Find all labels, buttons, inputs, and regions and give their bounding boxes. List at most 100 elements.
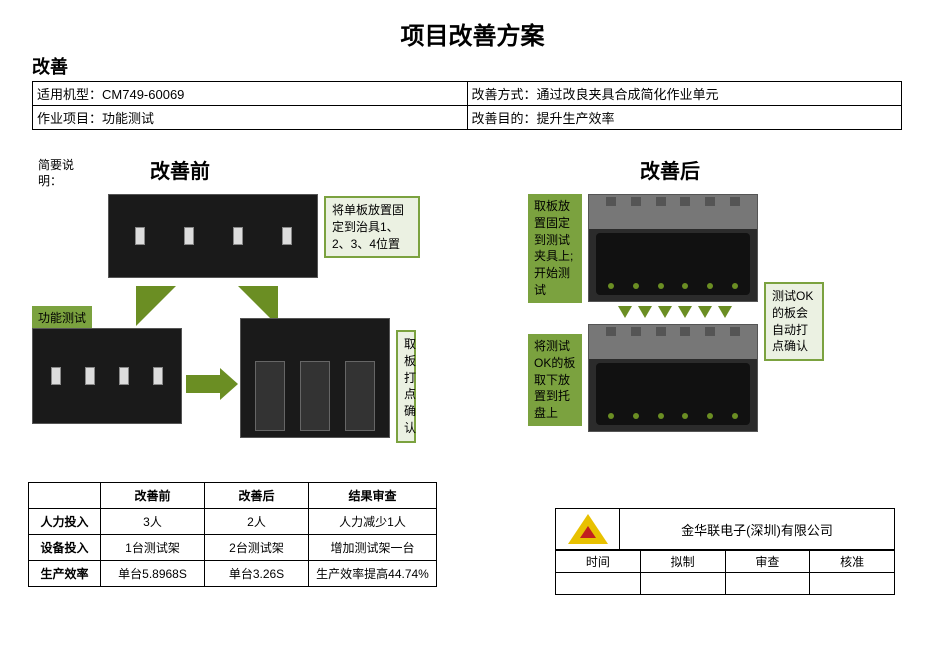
clip-icon [680, 327, 690, 336]
cmp-cell: 增加测试架一台 [309, 535, 437, 561]
arrow-down-icon [678, 306, 692, 318]
board-icon [345, 361, 375, 431]
photo-inner [115, 201, 311, 271]
clips-row [599, 327, 747, 336]
cmp-row-label: 设备投入 [29, 535, 101, 561]
after-caption-bottom-left: 将测试OK的板取下放置到托盘上 [528, 334, 582, 426]
table-row: 设备投入 1台测试架 2台测试架 增加测试架一台 [29, 535, 437, 561]
device-body-icon [596, 233, 751, 294]
meta-value: CM749-60069 [102, 87, 184, 102]
clip-icon [631, 327, 641, 336]
signoff-block: 金华联电子(深圳)有限公司 时间 拟制 审查 核准 [555, 508, 895, 595]
after-device-bottom [588, 324, 758, 432]
arrow-down-icon [698, 306, 712, 318]
clip-icon [656, 197, 666, 206]
sign-cell [725, 573, 810, 595]
arrow-down-icon [618, 306, 632, 318]
before-photo-bottom-right [240, 318, 390, 438]
meta-value: 提升生产效率 [537, 111, 615, 126]
arrow-down-icon [658, 306, 672, 318]
fixture-slot-icon [51, 367, 61, 385]
signoff-table: 时间 拟制 审查 核准 [555, 550, 895, 595]
clip-icon [631, 197, 641, 206]
cmp-header-result: 结果审查 [309, 483, 437, 509]
meta-cell: 适用机型：CM749-60069 [33, 82, 468, 106]
clip-icon [705, 327, 715, 336]
table-row: 生产效率 单台5.8968S 单台3.26S 生产效率提高44.74% [29, 561, 437, 587]
fixture-slot-icon [153, 367, 163, 385]
cmp-header-blank [29, 483, 101, 509]
sign-cell [810, 573, 895, 595]
company-logo-cell [556, 509, 620, 549]
sign-cell [556, 573, 641, 595]
fixture-slot-icon [184, 227, 194, 245]
table-row [556, 573, 895, 595]
before-caption-right: 取板打点确认 [396, 330, 416, 443]
clip-icon [680, 197, 690, 206]
down-arrows-row [618, 306, 732, 318]
photo-inner [39, 335, 175, 417]
cmp-header-after: 改善后 [205, 483, 309, 509]
sign-header: 审查 [725, 551, 810, 573]
cmp-cell: 单台3.26S [205, 561, 309, 587]
sign-header: 核准 [810, 551, 895, 573]
section-label: 改善 [32, 53, 917, 79]
brief-note-label: 简要说明： [38, 158, 82, 189]
meta-label: 改善方式： [472, 87, 537, 102]
company-row: 金华联电子(深圳)有限公司 [555, 508, 895, 550]
heading-after: 改善后 [640, 155, 700, 184]
led-row [608, 413, 738, 419]
fixture-slot-icon [282, 227, 292, 245]
cmp-cell: 单台5.8968S [101, 561, 205, 587]
comparison-table: 改善前 改善后 结果审查 人力投入 3人 2人 人力减少1人 设备投入 1台测试… [28, 482, 437, 587]
arrow-down-icon [718, 306, 732, 318]
table-row: 时间 拟制 审查 核准 [556, 551, 895, 573]
meta-cell: 改善方式：通过改良夹具合成简化作业单元 [467, 82, 902, 106]
arrow-down-left-icon [136, 286, 176, 326]
led-row [608, 283, 738, 289]
clip-icon [705, 197, 715, 206]
fixture-slot-icon [135, 227, 145, 245]
arrow-right-icon [186, 368, 238, 400]
meta-label: 作业项目： [37, 111, 102, 126]
after-caption-right: 测试OK的板会自动打点确认 [764, 282, 824, 361]
cmp-row-label: 生产效率 [29, 561, 101, 587]
company-logo-icon [568, 514, 608, 544]
sign-cell [640, 573, 725, 595]
fixture-slot-icon [85, 367, 95, 385]
clip-icon [730, 327, 740, 336]
board-icon [255, 361, 285, 431]
fixture-slot-icon [119, 367, 129, 385]
meta-value: 功能测试 [102, 111, 154, 126]
arrow-down-icon [638, 306, 652, 318]
document-title: 项目改善方案 [28, 16, 917, 51]
cmp-cell: 人力减少1人 [309, 509, 437, 535]
diagram-canvas: 将单板放置固定到治具1、2、3、4位置 功能测试 取板打点确认 取板放置固定到测… [28, 190, 908, 480]
sign-header: 拟制 [640, 551, 725, 573]
meta-label: 适用机型： [37, 87, 102, 102]
meta-cell: 改善目的：提升生产效率 [467, 106, 902, 130]
photo-inner [247, 325, 383, 431]
meta-value: 通过改良夹具合成简化作业单元 [537, 87, 719, 102]
cmp-cell: 3人 [101, 509, 205, 535]
table-row: 改善前 改善后 结果审查 [29, 483, 437, 509]
cmp-row-label: 人力投入 [29, 509, 101, 535]
clip-icon [730, 197, 740, 206]
after-caption-top: 取板放置固定到测试夹具上;开始测试 [528, 194, 582, 303]
heading-before: 改善前 [150, 155, 210, 184]
device-body-icon [596, 363, 751, 424]
company-name: 金华联电子(深圳)有限公司 [620, 520, 894, 539]
device-top-icon [589, 195, 757, 229]
comparison-table-wrap: 改善前 改善后 结果审查 人力投入 3人 2人 人力减少1人 设备投入 1台测试… [28, 482, 437, 587]
before-photo-top [108, 194, 318, 278]
board-icon [300, 361, 330, 431]
cmp-cell: 1台测试架 [101, 535, 205, 561]
before-photo-bottom-left [32, 328, 182, 424]
cmp-cell: 2台测试架 [205, 535, 309, 561]
fixture-slot-icon [233, 227, 243, 245]
clip-icon [606, 197, 616, 206]
clips-row [599, 197, 747, 206]
after-device-top [588, 194, 758, 302]
table-row: 人力投入 3人 2人 人力减少1人 [29, 509, 437, 535]
device-top-icon [589, 325, 757, 359]
